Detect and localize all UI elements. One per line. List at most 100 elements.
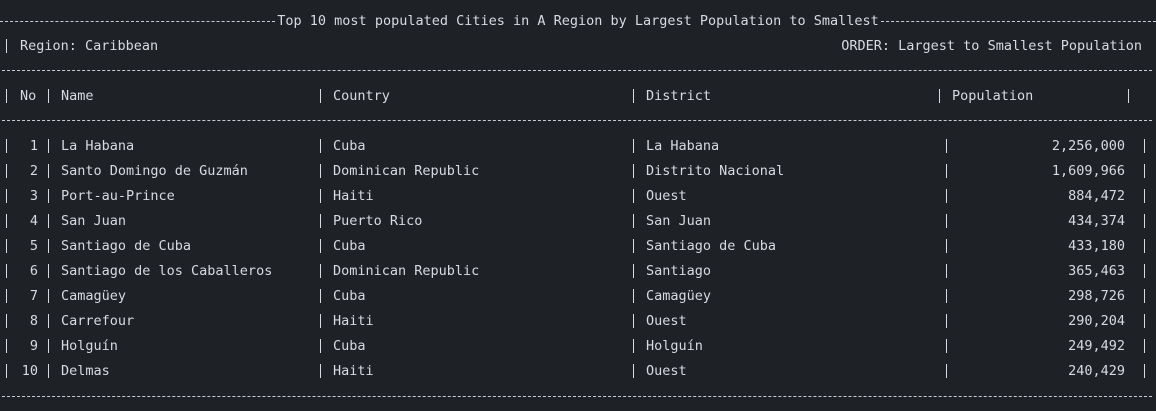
col-separator [633,164,634,178]
cell-country: Dominican Republic [333,163,480,179]
col-separator [946,339,947,353]
cell-no: 6 [29,263,38,279]
col-separator [320,214,321,228]
col-separator [320,89,321,103]
cell-population: 365,463 [1068,263,1125,279]
cell-country: Haiti [333,313,374,329]
col-separator [320,314,321,328]
col-separator [48,214,49,228]
col-separator [946,189,947,203]
col-separator [48,314,49,328]
cell-no: 9 [29,338,38,354]
col-separator [48,89,49,103]
cell-no: 4 [29,213,38,229]
cell-name: San Juan [61,213,127,229]
col-separator [946,139,947,153]
cell-name: Port-au-Prince [61,188,175,204]
col-separator [1144,214,1145,228]
cell-country: Cuba [333,238,366,254]
cell-population: 240,429 [1068,363,1125,379]
col-separator [320,189,321,203]
col-separator [946,364,947,378]
table-row: 6 Santiago de los Caballeros Dominican Rep… [0,261,1156,281]
col-separator [6,214,7,228]
col-header-country: Country [333,88,390,104]
divider-bottom [2,396,1152,397]
cell-country: Haiti [333,188,374,204]
col-separator [6,339,7,353]
col-separator [1128,89,1129,103]
col-header-district: District [646,88,712,104]
cell-population: 434,374 [1068,213,1125,229]
col-separator [6,164,7,178]
col-separator [946,214,947,228]
cell-country: Cuba [333,288,366,304]
table-row: 7 Camagüey Cuba Camagüey 298,726 [0,286,1156,306]
col-separator [633,139,634,153]
cell-population: 298,726 [1068,288,1125,304]
col-separator [48,164,49,178]
divider-header [2,120,1152,121]
cell-district: San Juan [646,213,712,229]
cell-district: La Habana [646,138,720,154]
cell-population: 433,180 [1068,238,1125,254]
cell-country: Haiti [333,363,374,379]
table-row: 5 Santiago de Cuba Cuba Santiago de Cuba 433… [0,236,1156,256]
cell-country: Cuba [333,138,366,154]
cell-district: Camagüey [646,288,712,304]
col-separator [6,289,7,303]
cell-no: 5 [29,238,38,254]
cell-no: 10 [21,363,38,379]
col-separator [1144,314,1145,328]
table-row: 8 Carrefour Haiti Ouest 290,204 [0,311,1156,331]
cell-no: 1 [29,138,38,154]
col-separator [48,289,49,303]
table-row: 10 Delmas Haiti Ouest 240,429 [0,361,1156,381]
col-separator [320,139,321,153]
cell-district: Santiago [646,263,712,279]
col-separator [320,239,321,253]
cell-population: 249,492 [1068,338,1125,354]
divider-top [2,70,1152,71]
order-label: ORDER: Largest to Smallest Population [841,38,1142,54]
col-separator [1144,239,1145,253]
col-separator [946,314,947,328]
col-separator [48,339,49,353]
cell-no: 8 [29,313,38,329]
region-label: Region: Caribbean [20,38,159,54]
report-title: Top 10 most populated Cities in A Region… [277,13,879,29]
col-separator [320,364,321,378]
title-right-rule [880,20,1156,22]
col-separator [633,314,634,328]
col-separator [633,239,634,253]
col-separator [6,139,7,153]
col-separator [633,214,634,228]
cell-population: 2,256,000 [1051,138,1125,154]
col-separator [946,164,947,178]
col-separator [633,189,634,203]
col-separator [48,239,49,253]
col-separator [1144,364,1145,378]
cell-district: Ouest [646,188,687,204]
title-left-rule [0,20,276,22]
col-separator [320,264,321,278]
cell-district: Santiago de Cuba [646,238,777,254]
table-header: No Name Country District Population [0,86,1156,106]
col-separator [1144,339,1145,353]
cell-no: 2 [29,163,38,179]
col-separator [48,364,49,378]
cell-name: La Habana [61,138,135,154]
col-separator [6,89,7,103]
col-separator [320,289,321,303]
col-separator [48,139,49,153]
col-separator [48,189,49,203]
cell-country: Puerto Rico [333,213,423,229]
cell-name: Holguín [61,338,118,354]
col-separator [633,339,634,353]
cell-name: Camagüey [61,288,127,304]
table-row: 1 La Habana Cuba La Habana 2,256,000 [0,136,1156,156]
col-separator [6,314,7,328]
cell-district: Distrito Nacional [646,163,785,179]
col-separator [939,89,940,103]
cell-no: 3 [29,188,38,204]
